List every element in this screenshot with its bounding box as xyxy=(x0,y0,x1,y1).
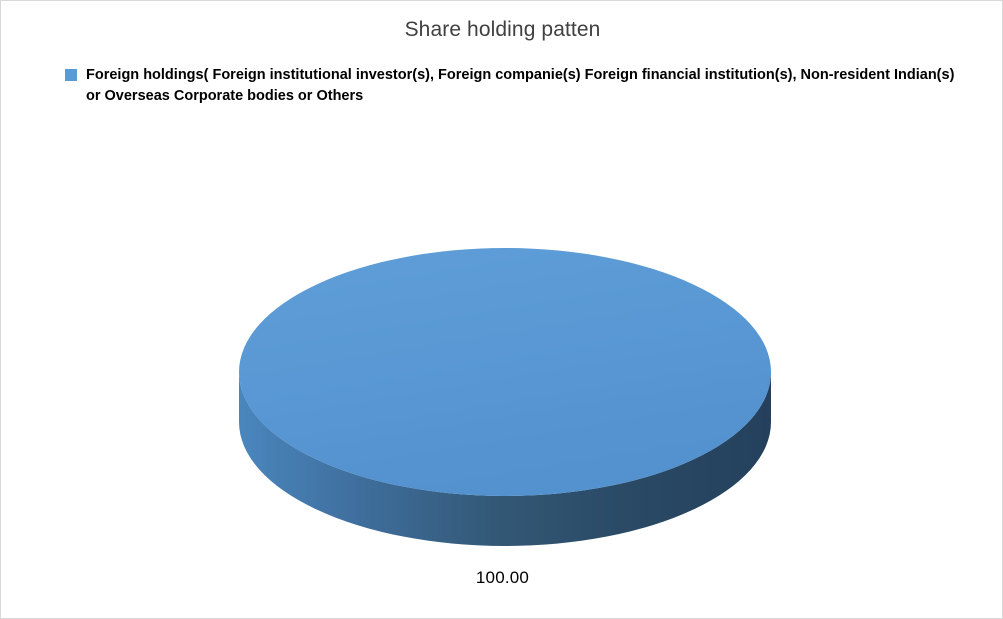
legend-item-label: Foreign holdings( Foreign institutional … xyxy=(86,67,955,104)
pie-side-wall xyxy=(239,372,771,546)
chart-title: Share holding patten xyxy=(404,18,601,41)
pie-slice-foreign-holdings[interactable] xyxy=(238,243,772,561)
pie-data-label: 100.00 xyxy=(475,568,530,587)
chart-legend: Foreign holdings( Foreign institutional … xyxy=(65,65,965,107)
legend-square-icon xyxy=(65,69,77,81)
pie-top-face xyxy=(239,248,771,496)
pie-graphic xyxy=(239,248,771,546)
